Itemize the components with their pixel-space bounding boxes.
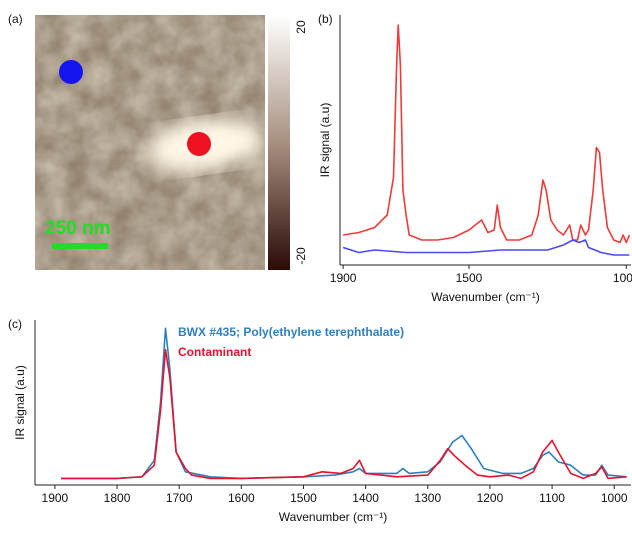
x-tick-label: 1900 <box>330 271 357 285</box>
x-tick-label: 1500 <box>456 271 483 285</box>
marker <box>59 60 83 84</box>
scale-label: 250 nm <box>45 218 110 239</box>
panel-label: (c) <box>8 317 22 331</box>
y-axis-label: IR signal (a.u) <box>318 103 332 178</box>
x-tick-label: 1000 <box>601 491 628 505</box>
marker <box>187 132 211 156</box>
afm-image <box>35 15 265 270</box>
x-tick-label: 1700 <box>166 491 193 505</box>
legend-entry: Contaminant <box>178 345 251 359</box>
legend-entry: BWX #435; Poly(ethylene terephthalate) <box>178 325 404 339</box>
x-tick-label: 1400 <box>352 491 379 505</box>
spectrum-line <box>342 239 630 256</box>
x-tick-label: 1300 <box>414 491 441 505</box>
x-axis-label: Wavenumber (cm⁻¹) <box>279 510 388 524</box>
x-axis-label: Wavenumber (cm⁻¹) <box>431 290 540 304</box>
panel-label: (b) <box>318 12 333 26</box>
spectrum-line <box>61 327 627 480</box>
x-tick-label: 1800 <box>104 491 131 505</box>
colorbar <box>268 15 290 270</box>
x-tick-label: 1900 <box>42 491 69 505</box>
colorbar-tick-label: 20 <box>294 20 308 34</box>
y-axis-label: IR signal (a.u) <box>13 365 27 440</box>
panel-label: (a) <box>8 12 23 26</box>
spectrum-line <box>61 348 627 480</box>
colorbar-tick-label: -20 <box>294 247 308 265</box>
x-tick-label: 1500 <box>290 491 317 505</box>
x-tick-label: 1000 <box>613 271 632 285</box>
x-tick-label: 1100 <box>539 491 565 505</box>
spectrum-line <box>342 24 631 244</box>
x-tick-label: 1600 <box>228 491 255 505</box>
x-tick-label: 1200 <box>477 491 504 505</box>
